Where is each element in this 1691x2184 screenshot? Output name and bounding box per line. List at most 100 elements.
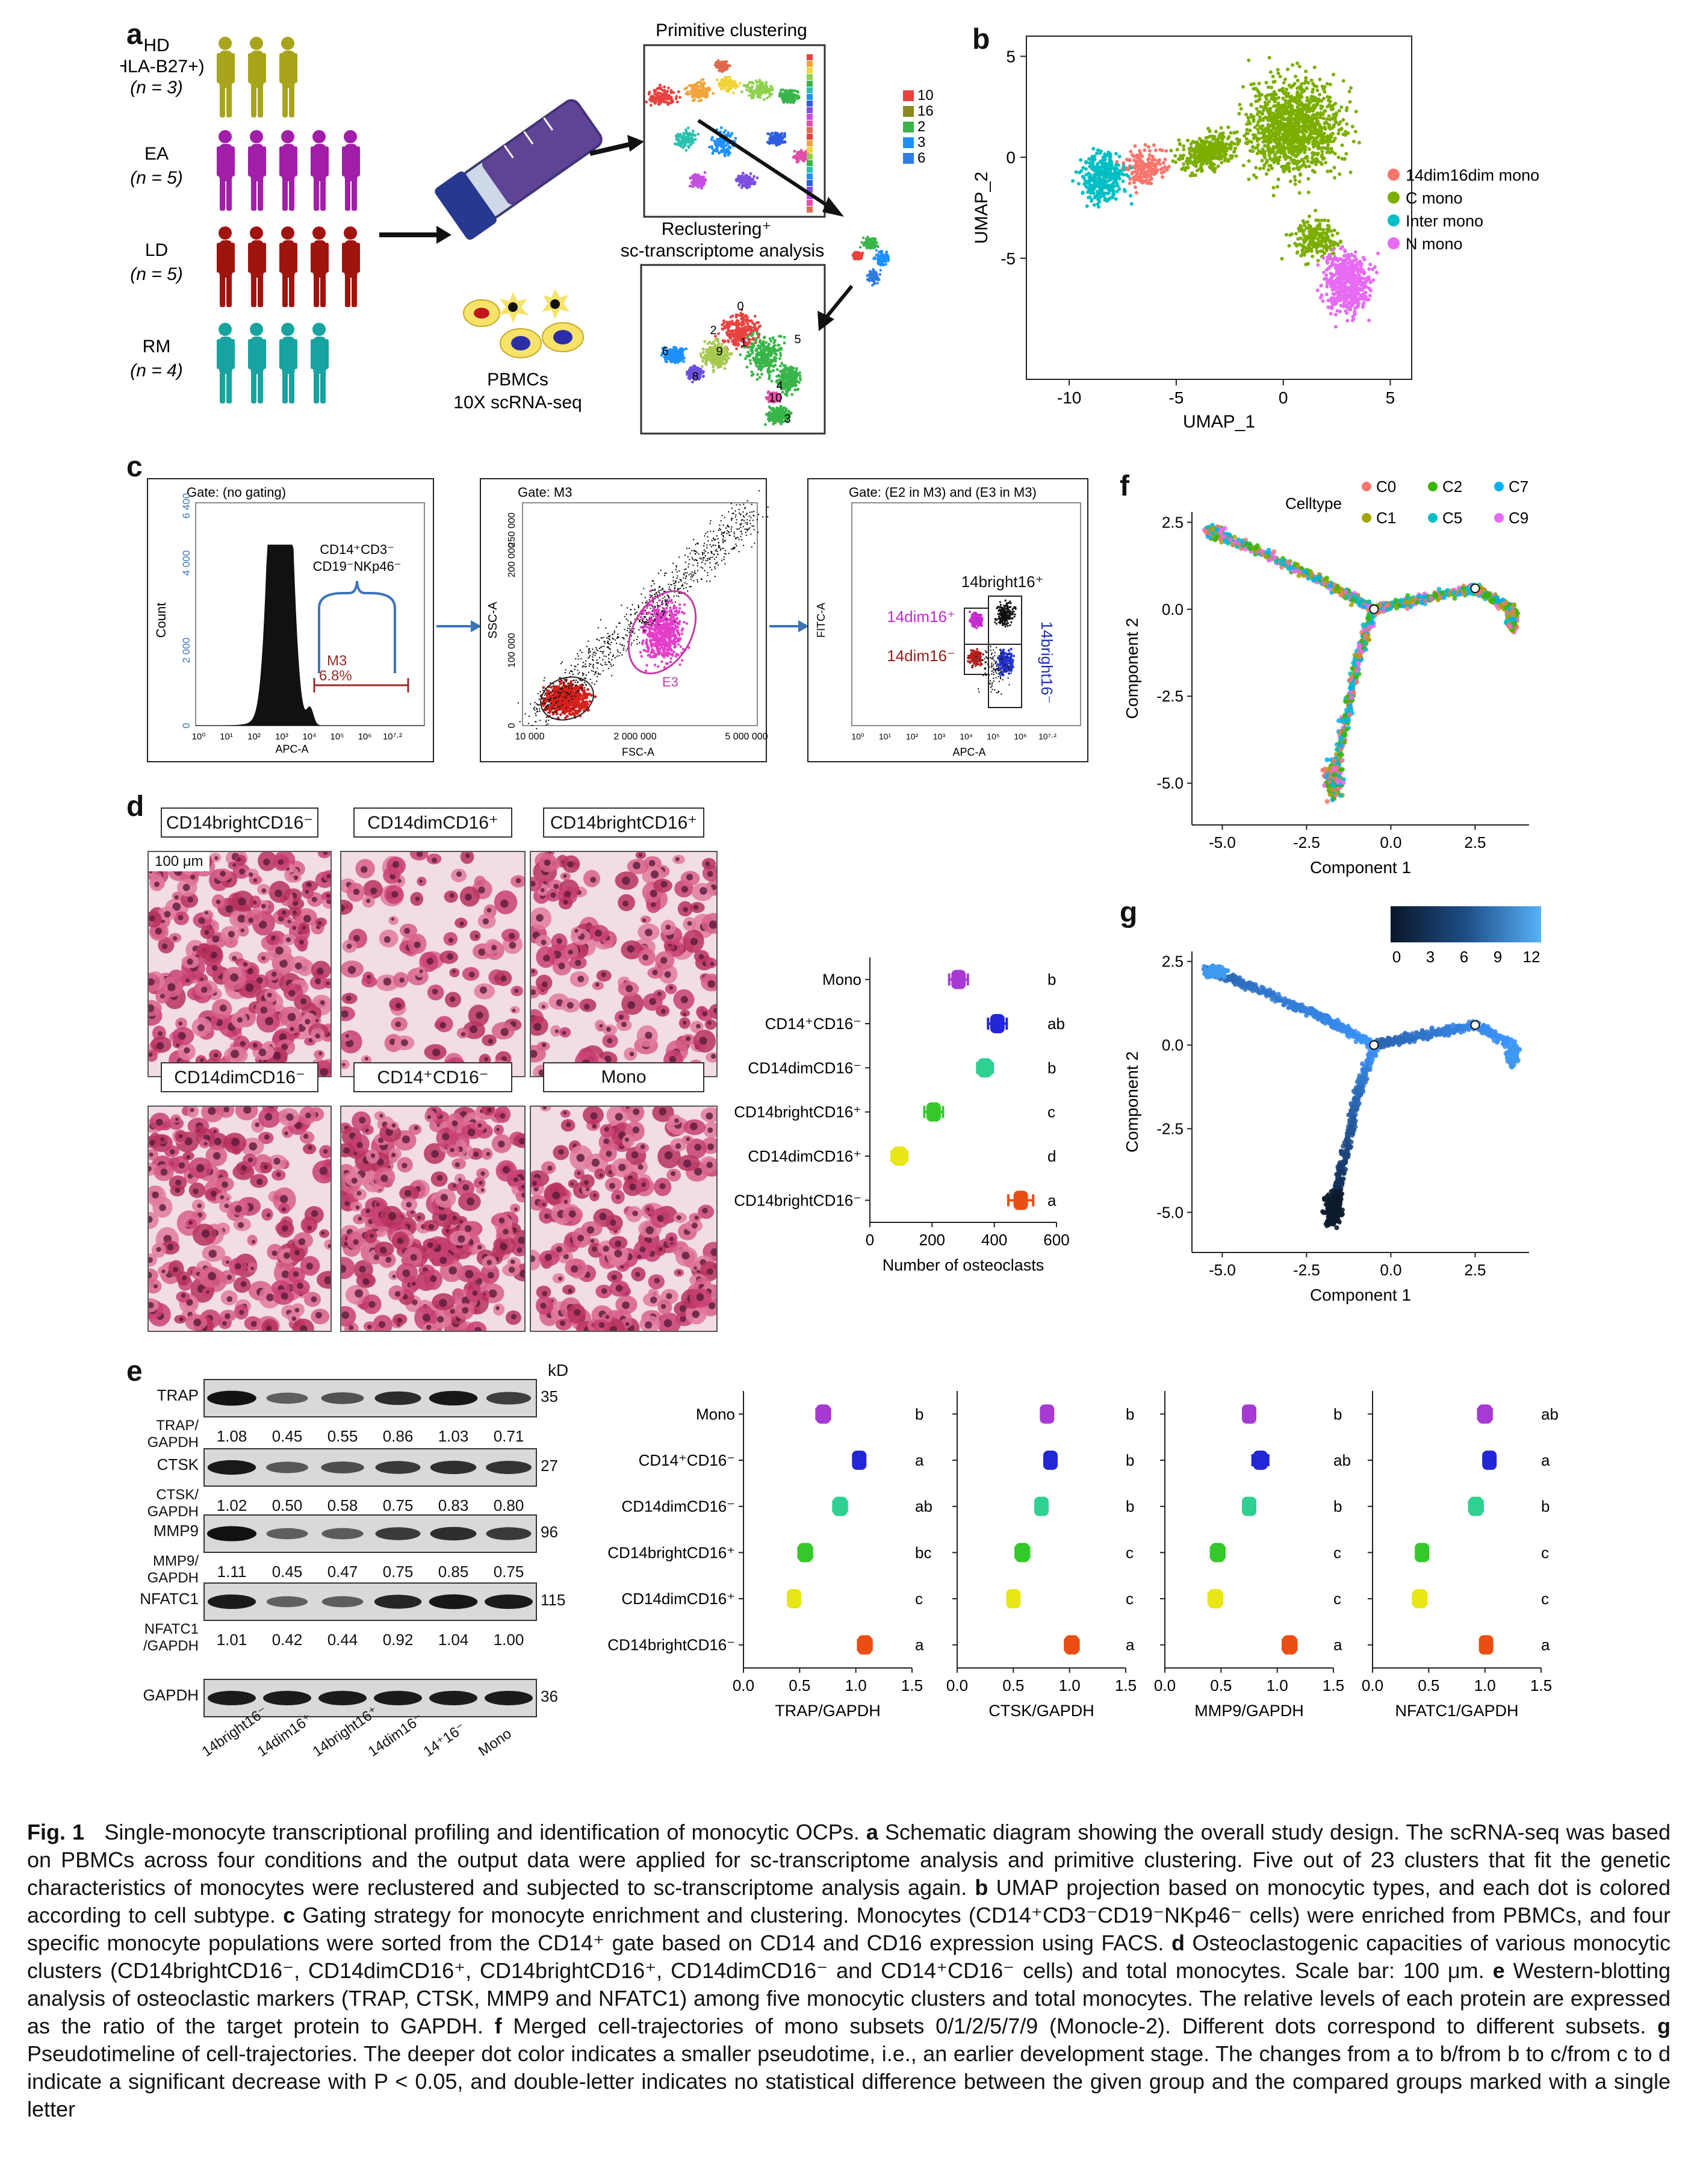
umap-point	[1339, 291, 1343, 295]
nucleus	[468, 971, 475, 978]
group-name: RM	[143, 337, 171, 356]
nucleus	[369, 1233, 374, 1238]
legend-id: 6	[917, 150, 925, 166]
nucleus	[512, 1009, 516, 1012]
nucleus	[495, 1306, 500, 1310]
umap-point	[1363, 297, 1367, 302]
facs-y2-tick: 0	[507, 723, 517, 728]
nucleus	[595, 982, 600, 987]
nucleus	[264, 1165, 268, 1169]
umap-point	[1259, 111, 1264, 115]
nucleus	[491, 945, 497, 951]
nucleus	[599, 1213, 607, 1221]
nucleus	[235, 1263, 241, 1270]
nucleus	[601, 972, 606, 977]
umap-point	[1320, 283, 1324, 287]
umap-point	[1314, 113, 1318, 117]
nucleus	[261, 956, 266, 960]
umap-point	[1200, 168, 1204, 172]
umap-point	[1332, 113, 1336, 117]
nucleus	[184, 1047, 190, 1054]
umap-point	[1227, 135, 1231, 139]
umap-point	[1307, 214, 1311, 219]
legend-id: 16	[917, 103, 934, 119]
panel-letter-f: f	[1120, 470, 1129, 502]
umap-point	[1324, 231, 1328, 235]
umap-point	[1318, 93, 1322, 97]
umap-point	[1271, 80, 1276, 84]
nucleus	[518, 1236, 526, 1245]
umap-point	[1288, 233, 1292, 237]
umap-point	[1181, 166, 1185, 170]
umap-point	[1306, 190, 1311, 194]
umap-point	[1276, 185, 1280, 189]
nucleus	[410, 1254, 417, 1261]
umap-point	[1281, 111, 1285, 115]
nucleus	[590, 1239, 595, 1243]
umap-point	[1131, 153, 1135, 157]
umap-point	[1326, 169, 1330, 173]
nucleus	[568, 1288, 572, 1293]
umap-point	[1229, 131, 1233, 135]
nucleus	[401, 1039, 408, 1047]
umap-point	[1226, 159, 1230, 163]
umap-point	[1108, 152, 1112, 157]
umap-point	[1282, 104, 1286, 108]
nucleus	[514, 988, 519, 993]
umap-point	[1347, 286, 1351, 290]
umap-ylabel: UMAP_2	[972, 172, 991, 244]
nucleus	[287, 1013, 296, 1021]
umap-point	[1181, 155, 1185, 160]
umap-point	[1074, 170, 1078, 174]
nucleus	[265, 1325, 272, 1332]
nucleus	[586, 1226, 595, 1234]
umap-point	[1076, 182, 1081, 186]
umap-point	[1261, 147, 1265, 151]
umap-point	[1254, 87, 1258, 91]
umap-point	[1297, 191, 1302, 195]
nucleus	[694, 1143, 702, 1151]
umap-point	[1272, 90, 1276, 94]
umap-point	[1264, 129, 1268, 133]
umap-point	[1323, 240, 1327, 244]
nucleus	[200, 986, 208, 993]
umap-point	[1109, 177, 1113, 181]
nucleus	[517, 1247, 523, 1253]
nucleus	[706, 1112, 713, 1120]
nucleus	[456, 871, 462, 877]
nucleus	[181, 1275, 187, 1281]
umap-point	[1321, 137, 1326, 142]
umap-point	[1332, 287, 1336, 291]
nucleus	[187, 896, 194, 903]
umap-point	[1297, 179, 1302, 184]
umap-point	[1191, 173, 1195, 177]
person-icon	[311, 323, 329, 403]
nucleus	[645, 1226, 654, 1234]
umap-point	[1193, 154, 1197, 158]
nucleus	[629, 1183, 636, 1190]
group-name: HD	[143, 36, 169, 55]
umap-point	[1312, 84, 1317, 88]
nucleus	[591, 1158, 600, 1167]
umap-point	[1339, 294, 1343, 298]
cluster-label: 4	[776, 379, 783, 393]
nucleus	[290, 1027, 294, 1031]
nucleus	[480, 1171, 485, 1176]
micrograph-image	[332, 1101, 536, 1339]
umap-point	[1195, 169, 1199, 173]
cluster-label: 6	[662, 345, 668, 358]
nucleus	[373, 1254, 380, 1260]
umap-point	[1237, 111, 1241, 116]
umap-point	[1333, 119, 1338, 123]
nucleus	[160, 994, 165, 999]
nucleus	[599, 1173, 603, 1178]
umap-point	[1315, 288, 1320, 293]
umap-point	[1301, 246, 1305, 250]
nucleus	[515, 877, 521, 883]
umap-point	[1309, 96, 1314, 101]
umap-point	[1324, 268, 1329, 272]
nucleus	[590, 1112, 598, 1120]
umap-point	[1349, 86, 1353, 90]
nucleus	[412, 1281, 416, 1286]
